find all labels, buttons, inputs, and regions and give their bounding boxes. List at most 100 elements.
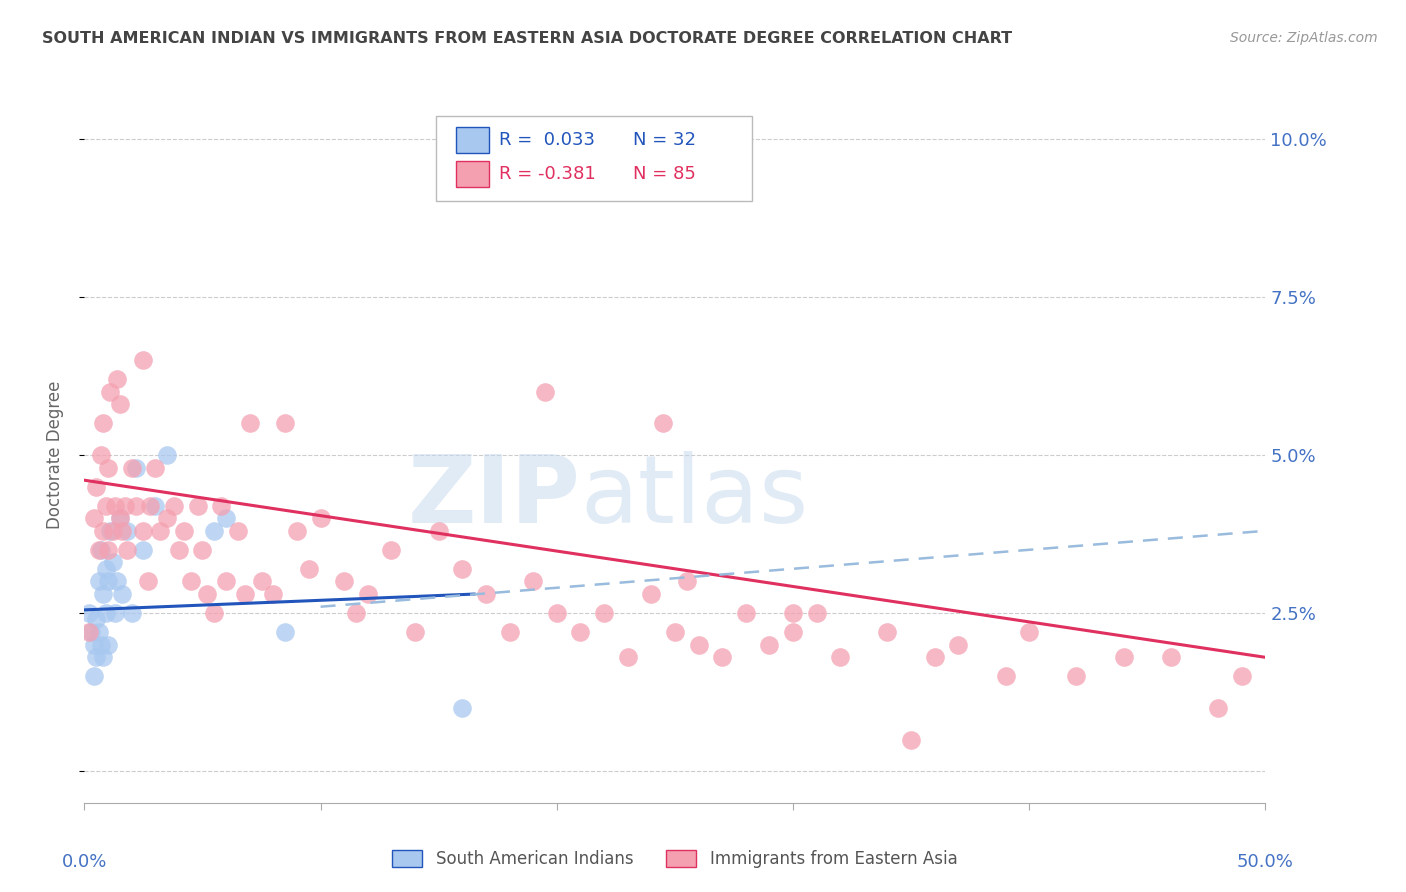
Point <box>97 460 120 475</box>
Point <box>149 524 172 538</box>
Point <box>94 562 117 576</box>
Point <box>80 625 103 640</box>
Point <box>143 499 166 513</box>
Point <box>97 574 120 589</box>
Point <box>475 587 498 601</box>
Point <box>522 574 544 589</box>
Point <box>98 384 121 399</box>
Text: ZIP: ZIP <box>408 450 581 542</box>
Point <box>132 353 155 368</box>
Point <box>876 625 898 640</box>
Point <box>139 499 162 513</box>
Point <box>593 606 616 620</box>
Point <box>107 372 129 386</box>
Point <box>94 606 117 620</box>
Point <box>136 574 159 589</box>
Point <box>115 542 138 557</box>
Point <box>107 574 129 589</box>
Point <box>84 612 107 626</box>
Point <box>1160 650 1182 665</box>
Point <box>380 542 402 557</box>
Point <box>640 587 662 601</box>
Point <box>451 562 474 576</box>
Point <box>202 524 225 538</box>
Point <box>94 499 117 513</box>
Text: SOUTH AMERICAN INDIAN VS IMMIGRANTS FROM EASTERN ASIA DOCTORATE DEGREE CORRELATI: SOUTH AMERICAN INDIAN VS IMMIGRANTS FROM… <box>42 31 1012 46</box>
Point <box>498 625 520 640</box>
Point <box>111 524 134 538</box>
Point <box>948 638 970 652</box>
Point <box>191 542 214 557</box>
Point <box>274 625 297 640</box>
Text: 50.0%: 50.0% <box>1237 854 1294 871</box>
Point <box>711 650 734 665</box>
Point <box>90 638 112 652</box>
Point <box>262 587 284 601</box>
Point <box>83 638 105 652</box>
Point <box>1018 625 1040 640</box>
Point <box>215 511 238 525</box>
Point <box>616 650 638 665</box>
Point <box>108 511 131 525</box>
Point <box>111 587 134 601</box>
Text: atlas: atlas <box>581 450 808 542</box>
Point <box>104 606 127 620</box>
Point <box>309 511 332 525</box>
Point <box>239 417 262 431</box>
Point <box>125 499 148 513</box>
Point <box>924 650 946 665</box>
Point <box>90 542 112 557</box>
Point <box>180 574 202 589</box>
Point <box>125 460 148 475</box>
Point <box>121 460 143 475</box>
Point <box>97 638 120 652</box>
Point <box>285 524 308 538</box>
Point <box>1112 650 1135 665</box>
Point <box>195 587 218 601</box>
Point <box>84 479 107 493</box>
Point <box>546 606 568 620</box>
Point <box>830 650 852 665</box>
Point <box>298 562 321 576</box>
Point <box>173 524 195 538</box>
Text: R =  0.033: R = 0.033 <box>499 131 595 149</box>
Point <box>91 650 114 665</box>
Text: N = 32: N = 32 <box>633 131 696 149</box>
Point <box>664 625 686 640</box>
Point <box>994 669 1017 683</box>
Point <box>91 524 114 538</box>
Point <box>121 606 143 620</box>
Point <box>101 524 124 538</box>
Point <box>1066 669 1088 683</box>
Y-axis label: Doctorate Degree: Doctorate Degree <box>45 381 63 529</box>
Point <box>132 524 155 538</box>
Point <box>83 511 105 525</box>
Point <box>91 417 114 431</box>
Text: N = 85: N = 85 <box>633 165 696 183</box>
Point <box>344 606 367 620</box>
Point <box>226 524 249 538</box>
Text: R = -0.381: R = -0.381 <box>499 165 596 183</box>
Point <box>806 606 828 620</box>
Legend: South American Indians, Immigrants from Eastern Asia: South American Indians, Immigrants from … <box>385 843 965 874</box>
Point <box>250 574 273 589</box>
Point <box>108 511 131 525</box>
Point <box>451 701 474 715</box>
Point <box>782 606 804 620</box>
Point <box>84 650 107 665</box>
Point <box>1206 701 1229 715</box>
Point <box>163 499 186 513</box>
Point <box>115 524 138 538</box>
Point <box>333 574 356 589</box>
Point <box>87 625 110 640</box>
Point <box>83 669 105 683</box>
Point <box>652 417 675 431</box>
Point <box>156 511 179 525</box>
Point <box>534 384 557 399</box>
Point <box>98 524 121 538</box>
Point <box>758 638 780 652</box>
Point <box>91 587 114 601</box>
Point <box>143 460 166 475</box>
Point <box>77 625 100 640</box>
Point <box>209 499 232 513</box>
